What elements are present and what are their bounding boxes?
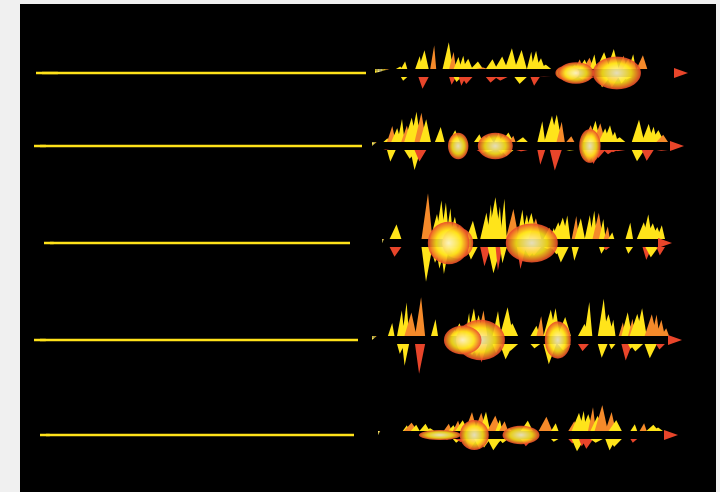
waveform-halftone-2 (372, 111, 684, 171)
waveform-illustration (34, 42, 688, 452)
waveform-halftone-3 (382, 193, 672, 282)
waveform-artboard (20, 4, 716, 492)
waveform-halftone-5 (378, 405, 678, 452)
waveform-halftone-4 (372, 297, 682, 374)
waveform-halftone-1 (375, 42, 688, 90)
